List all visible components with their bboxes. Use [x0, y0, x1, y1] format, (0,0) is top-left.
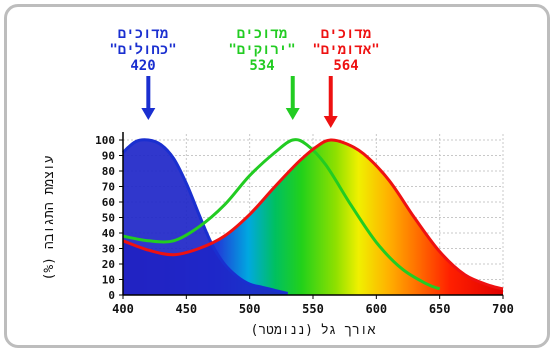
y-tick-label: 0 [108, 289, 115, 302]
series-label-line1: מדוכים [118, 26, 168, 42]
x-tick-label: 500 [239, 302, 261, 316]
y-tick-label: 50 [102, 212, 115, 225]
x-tick-label: 600 [365, 302, 387, 316]
series-peak-label: 420 [130, 58, 155, 74]
series-label-line1: מדוכים [321, 26, 371, 42]
axes: 0 10 20 30 40 50 60 70 80 90 100 400 450 500 550 600 650… [95, 132, 514, 316]
y-tick-label: 10 [102, 274, 115, 287]
x-tick-label: 550 [302, 302, 324, 316]
peak-arrow-head [323, 116, 338, 128]
series-label-line2: "אדומים" [312, 42, 379, 58]
series-labels: מדוכים"כחולים"420מדוכים"ירוקים"534מדוכים… [109, 26, 380, 128]
blue-cone-curve [121, 138, 289, 295]
y-tick-label: 30 [102, 243, 115, 256]
series-peak-label: 534 [249, 58, 274, 74]
series-peak-label: 564 [333, 58, 358, 74]
x-tick-label: 400 [112, 302, 134, 316]
y-tick-label: 90 [102, 150, 115, 163]
peak-arrow-head [141, 108, 156, 120]
series-label-line1: מדוכים [237, 26, 287, 42]
red-cone-curve [122, 138, 504, 291]
y-axis-title: עוצמת התגובה (%) [42, 155, 57, 280]
x-tick-label: 450 [175, 302, 197, 316]
x-tick-label: 700 [492, 302, 514, 316]
peak-arrow-head [285, 108, 300, 120]
y-tick-label: 20 [102, 258, 115, 271]
y-tick-label: 70 [102, 181, 115, 194]
blue-cone-area [123, 139, 288, 295]
series-label-line2: "כחולים" [109, 42, 176, 58]
y-tick-label: 40 [102, 227, 115, 240]
x-tick-label: 650 [429, 302, 451, 316]
x-axis-title: אורך גל (ננומטר) [251, 323, 376, 338]
y-tick-label: 100 [95, 134, 115, 147]
y-tick-label: 60 [102, 196, 115, 209]
series-label-line2: "ירוקים" [228, 42, 295, 58]
y-tick-label: 80 [102, 165, 115, 178]
green-cone-curve [122, 138, 441, 291]
response-curves [121, 138, 504, 295]
